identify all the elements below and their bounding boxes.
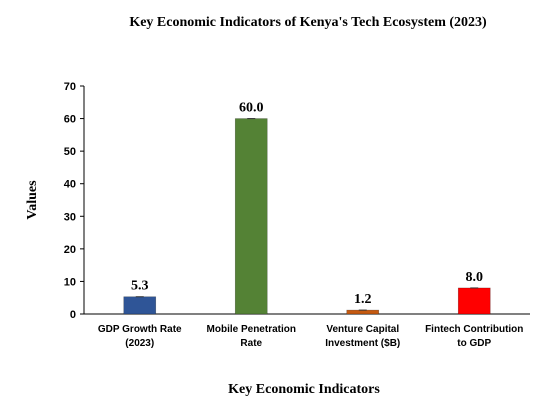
bar: [457, 287, 491, 315]
bar: [346, 309, 380, 315]
y-tick-label: 70: [64, 81, 76, 93]
chart-title: Key Economic Indicators of Kenya's Tech …: [129, 15, 487, 30]
data-label: 5.3: [131, 279, 149, 294]
bar: [234, 118, 268, 315]
y-tick-label: 40: [64, 179, 76, 191]
x-tick-label: Fintech Contribution: [425, 324, 523, 335]
x-tick-label: Venture Capital: [326, 324, 399, 335]
y-axis-title: Values: [25, 180, 40, 220]
y-tick-label: 20: [64, 244, 76, 256]
y-tick-label: 60: [64, 114, 76, 126]
plot-area: 0 10 20 30 40 50 60 70 5.3 GDP Growth Rate (2023) 6…: [64, 81, 530, 349]
x-tick-label: (2023): [125, 338, 154, 349]
x-tick-label: Investment ($B): [325, 338, 400, 349]
bar: [123, 296, 157, 315]
y-tick-label: 30: [64, 211, 76, 223]
x-axis-title: Key Economic Indicators: [228, 382, 380, 397]
y-tick-label: 10: [64, 276, 76, 288]
x-tick-label: GDP Growth Rate: [98, 324, 182, 335]
y-tick-label: 0: [70, 309, 76, 321]
x-tick-label: to GDP: [457, 338, 491, 349]
x-tick-label: Mobile Penetration: [207, 324, 296, 335]
data-label: 1.2: [354, 292, 372, 307]
x-tick-label: Rate: [240, 338, 262, 349]
y-tick-label: 50: [64, 146, 76, 158]
data-label: 60.0: [239, 101, 264, 116]
data-label: 8.0: [466, 270, 484, 285]
